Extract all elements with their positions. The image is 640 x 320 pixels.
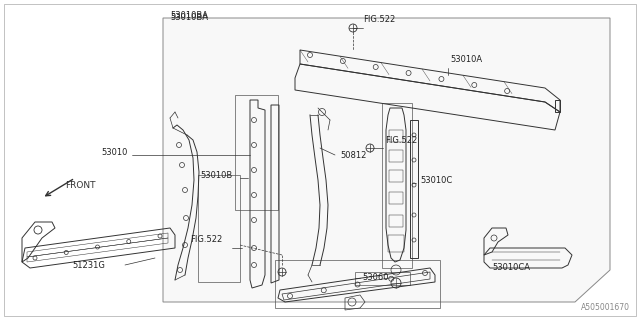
Text: 51231G: 51231G — [72, 261, 105, 270]
Polygon shape — [163, 18, 610, 302]
Text: 53010BA: 53010BA — [170, 13, 208, 22]
Text: 53010: 53010 — [102, 148, 128, 157]
Text: A505001670: A505001670 — [581, 303, 630, 312]
Text: 53010BA: 53010BA — [170, 11, 208, 20]
Text: 53010C: 53010C — [420, 176, 452, 185]
Text: 53060: 53060 — [362, 273, 388, 282]
Text: FIG.522: FIG.522 — [190, 235, 222, 244]
Text: 53010CA: 53010CA — [492, 263, 530, 272]
Text: 50812: 50812 — [340, 151, 366, 160]
Text: 53010B: 53010B — [200, 171, 232, 180]
Text: 53010A: 53010A — [450, 55, 482, 64]
Text: FIG.522: FIG.522 — [363, 15, 396, 24]
Text: FIG.522: FIG.522 — [385, 136, 417, 145]
Text: FRONT: FRONT — [65, 180, 95, 189]
